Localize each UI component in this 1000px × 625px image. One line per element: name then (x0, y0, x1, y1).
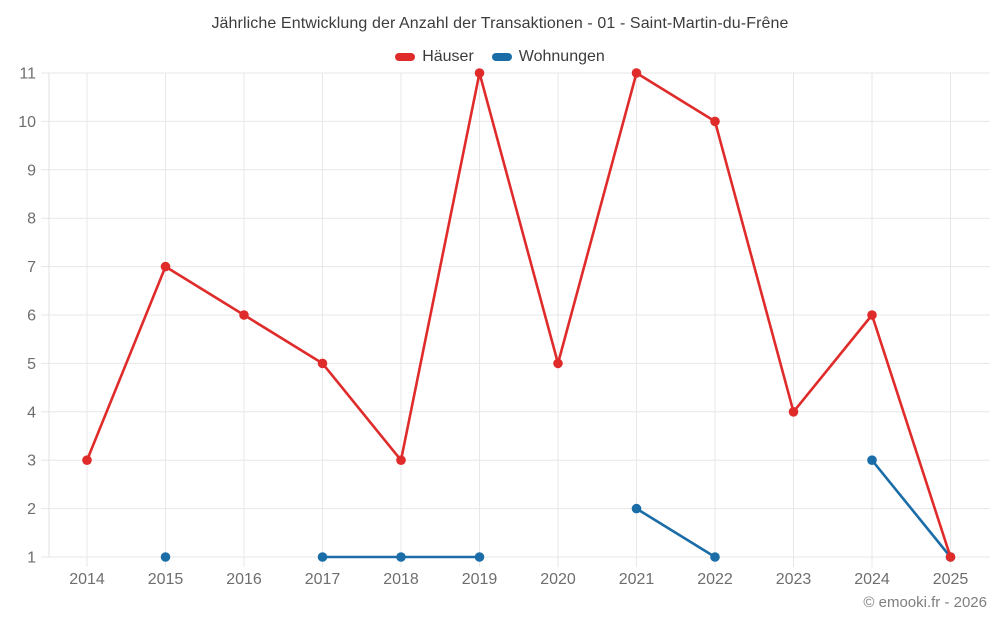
data-point-Wohnungen-2022[interactable] (710, 552, 720, 562)
y-tick-label: 7 (27, 259, 36, 276)
x-tick-label: 2023 (776, 571, 812, 588)
y-grid-and-labels: 1 2 3 4 5 6 7 8 9 10 11 (18, 66, 990, 567)
data-point-Wohnungen-2017[interactable] (317, 552, 328, 562)
data-point-Häuser-2015[interactable] (160, 261, 171, 272)
data-point-Wohnungen-2015[interactable] (160, 552, 171, 562)
y-tick-label: 8 (27, 211, 36, 228)
y-tick-label: 6 (27, 308, 36, 325)
x-tick-label: 2024 (854, 571, 890, 588)
data-point-Häuser-2018[interactable] (396, 455, 406, 466)
data-point-Häuser-2017[interactable] (317, 358, 328, 369)
y-tick-label: 3 (27, 453, 36, 470)
data-point-Häuser-2014[interactable] (82, 455, 92, 466)
data-point-Häuser-2019[interactable] (474, 68, 485, 78)
y-tick-label: 4 (27, 404, 36, 421)
x-tick-label: 2015 (148, 571, 184, 588)
x-tick-label: 2022 (697, 571, 733, 588)
x-tick-label: 2016 (226, 571, 262, 588)
data-point-Wohnungen-2021[interactable] (631, 503, 642, 514)
data-point-Häuser-2022[interactable] (710, 116, 720, 127)
legend-item-wohnungen[interactable]: Wohnungen (491, 48, 605, 66)
x-tick-label: 2014 (69, 571, 105, 588)
y-tick-label: 9 (27, 162, 36, 179)
y-tick-label: 11 (19, 66, 36, 83)
chart-title: Jährliche Entwicklung der Anzahl der Tra… (211, 15, 789, 32)
wohnungen-series-swatch-icon (491, 53, 512, 61)
legend-label-wohnungen: Wohnungen (518, 48, 605, 65)
series-Häuser (82, 68, 956, 562)
series-Wohnungen (160, 455, 956, 562)
legend-item-haeuser[interactable]: Häuser (395, 48, 474, 66)
data-point-Wohnungen-2018[interactable] (396, 552, 406, 562)
y-tick-label: 5 (27, 356, 36, 373)
data-point-Häuser-2020[interactable] (553, 358, 563, 369)
legend-label-haeuser: Häuser (422, 48, 474, 65)
data-point-Häuser-2016[interactable] (239, 310, 249, 320)
legend: Häuser Wohnungen (0, 48, 1000, 66)
data-point-Häuser-2024[interactable] (867, 310, 877, 320)
x-tick-label: 2020 (540, 571, 576, 588)
x-tick-label: 2025 (933, 571, 969, 588)
x-tick-label: 2021 (619, 571, 655, 588)
data-point-Häuser-2025[interactable] (945, 552, 956, 562)
y-tick-label: 10 (18, 114, 36, 131)
data-point-Wohnungen-2024[interactable] (867, 455, 877, 466)
y-tick-label: 2 (27, 501, 36, 518)
data-point-Häuser-2023[interactable] (788, 407, 799, 417)
x-grid-and-labels: 2014 2015 2016 2017 2018 2019 2020 2021 2022 2023… (69, 73, 968, 588)
y-tick-label: 1 (27, 550, 36, 567)
copyright-footer: © emooki.fr - 2026 (863, 594, 987, 611)
data-point-Häuser-2021[interactable] (631, 68, 642, 78)
haeuser-series-swatch-icon (395, 53, 416, 61)
x-tick-label: 2017 (305, 571, 341, 588)
x-tick-label: 2018 (383, 571, 419, 588)
x-tick-label: 2019 (462, 571, 498, 588)
data-point-Wohnungen-2019[interactable] (474, 552, 485, 562)
